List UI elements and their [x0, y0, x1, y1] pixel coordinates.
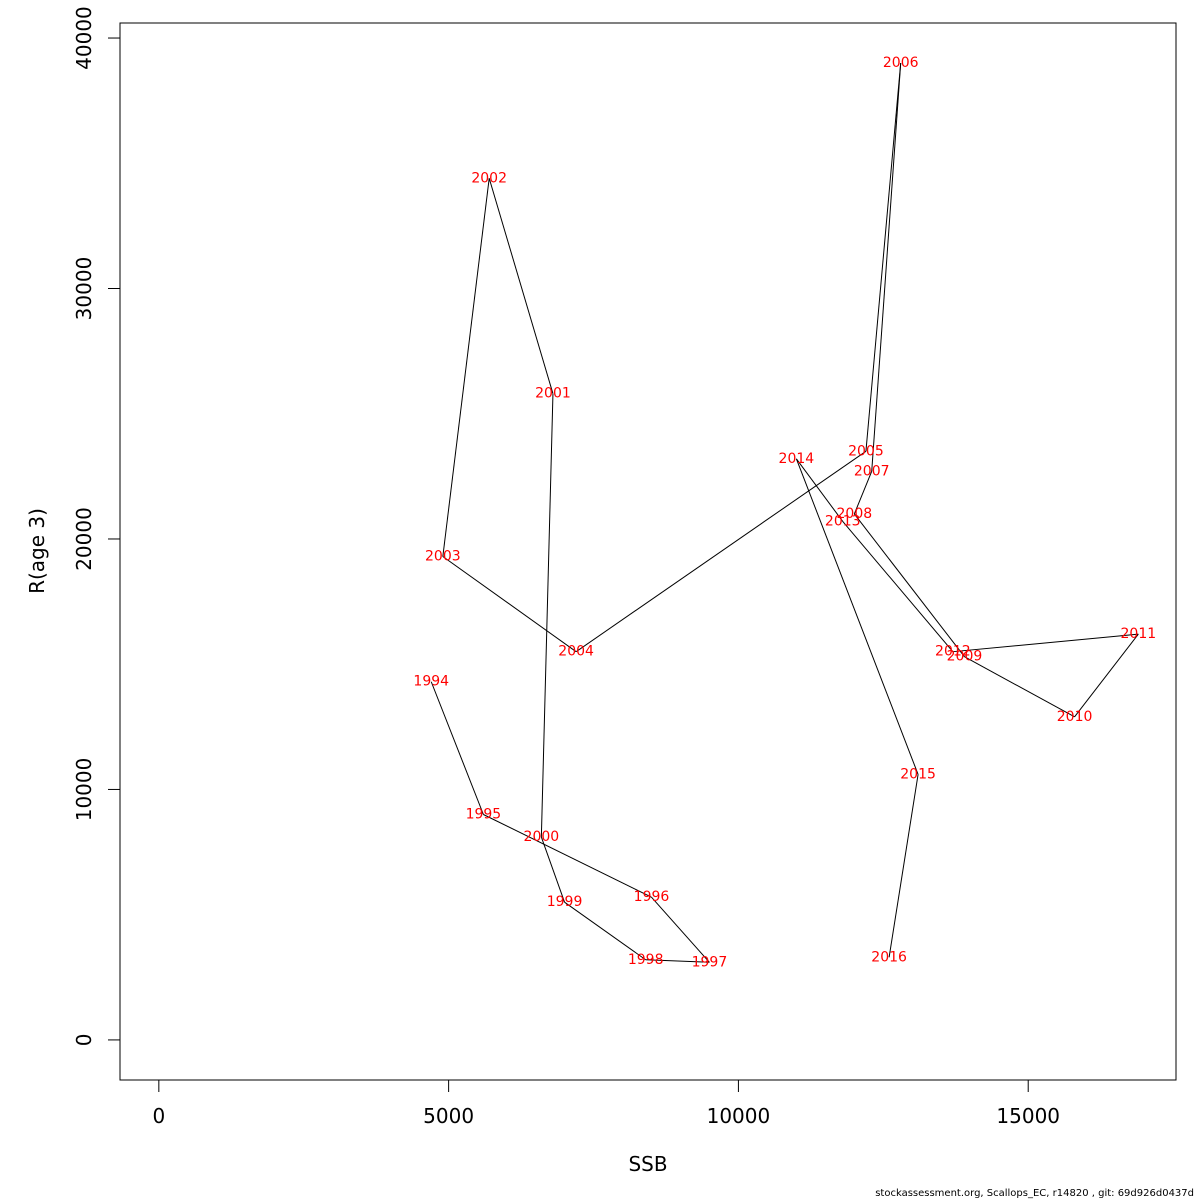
- y-tick-label: 40000: [72, 6, 96, 70]
- series-segment: [865, 63, 902, 452]
- series-segment: [430, 681, 484, 815]
- series-segment: [795, 458, 919, 775]
- series-segment: [651, 896, 710, 963]
- point-label: 2013: [825, 513, 861, 529]
- point-label: 1995: [466, 806, 502, 822]
- point-label: 2014: [779, 451, 815, 467]
- series-segment: [540, 836, 566, 903]
- point-label: 2004: [558, 644, 594, 660]
- point-label: 2007: [854, 463, 890, 479]
- y-tick-label: 0: [72, 1034, 96, 1047]
- series-segment: [795, 458, 844, 522]
- footer-credit: stockassessment.org, Scallops_EC, r14820…: [875, 1188, 1194, 1199]
- y-axis-title: R(age 3): [25, 508, 49, 594]
- x-tick-label: 5000: [423, 1104, 474, 1128]
- series-segment: [1074, 633, 1139, 718]
- series-segment: [575, 450, 867, 653]
- point-labels: 1994 1995 1996 1997 1998 1999 2000 2001 2002 2003…: [413, 55, 1156, 970]
- series-segment: [964, 656, 1075, 718]
- point-label: 1998: [628, 952, 664, 968]
- point-label: 2001: [535, 386, 571, 402]
- series-segment: [871, 63, 902, 472]
- x-tick-label: 10000: [707, 1104, 771, 1128]
- series-segment: [483, 814, 652, 898]
- series-segment: [645, 959, 710, 963]
- series-segment: [842, 521, 954, 653]
- point-label: 2009: [947, 649, 983, 665]
- point-label: 1999: [547, 894, 583, 910]
- y-axis-ticks: 0 10000 20000 30000 40000: [72, 6, 120, 1046]
- series-segment: [564, 901, 646, 961]
- y-tick-label: 10000: [72, 758, 96, 822]
- point-label: 2003: [425, 549, 461, 565]
- series-segment: [888, 774, 919, 958]
- point-label: 2006: [883, 55, 919, 71]
- x-axis-title: SSB: [628, 1152, 667, 1176]
- x-tick-label: 15000: [996, 1104, 1060, 1128]
- point-label: 2000: [524, 829, 560, 845]
- series-segment: [488, 178, 554, 394]
- point-label: 1997: [692, 954, 728, 970]
- plot-frame: [119, 22, 1177, 1081]
- point-label: 1996: [634, 889, 670, 905]
- series-segment: [853, 513, 965, 658]
- point-label: 2012: [935, 644, 971, 660]
- x-axis-ticks: 0 5000 10000 15000: [152, 1080, 1060, 1128]
- series-segment: [853, 471, 873, 515]
- point-label: 2005: [848, 443, 884, 459]
- series-segment: [952, 633, 1139, 653]
- series-segment: [442, 178, 490, 557]
- y-tick-label: 20000: [72, 507, 96, 571]
- point-label: 1994: [413, 674, 449, 690]
- point-label: 2002: [471, 170, 507, 186]
- series-segment: [442, 556, 577, 653]
- point-label: 2010: [1057, 709, 1093, 725]
- x-tick-label: 0: [152, 1104, 165, 1128]
- y-tick-label: 30000: [72, 257, 96, 321]
- point-label: 2016: [871, 949, 907, 965]
- series-path: [430, 63, 1139, 963]
- series-segment: [540, 393, 554, 838]
- point-label: 2011: [1121, 626, 1157, 642]
- point-label: 2008: [837, 506, 873, 522]
- point-label: 2015: [900, 766, 936, 782]
